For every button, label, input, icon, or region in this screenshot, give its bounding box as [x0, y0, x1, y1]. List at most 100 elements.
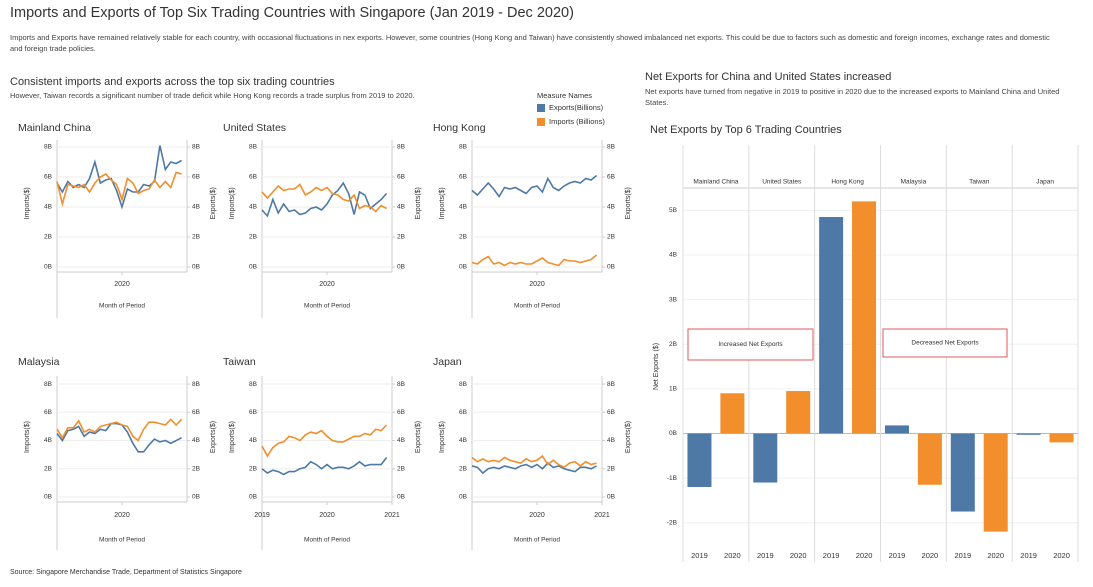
section-title: Consistent imports and exports across th… [10, 76, 335, 88]
bar [1049, 433, 1074, 443]
page-title: Imports and Exports of Top Six Trading C… [10, 5, 574, 21]
y2-tick-label: 2B [192, 234, 200, 241]
y-tick-label: 0B [249, 264, 257, 271]
y-axis-title: Imports($) [229, 421, 236, 453]
y-tick-label: 4B [44, 204, 52, 211]
y-axis-title: Imports($) [439, 421, 446, 453]
x-axis-title: Month of Period [304, 303, 350, 310]
column-header: Taiwan [969, 179, 990, 186]
legend-label: Imports (Billions) [549, 117, 605, 126]
y-tick-label: 2B [669, 341, 677, 348]
x-tick-label: 2021 [384, 512, 400, 519]
x-tick-label: 2020 [114, 512, 130, 519]
annotation-text: Decreased Net Exports [911, 340, 979, 347]
bar [983, 433, 1008, 532]
y2-tick-label: 8B [607, 144, 615, 151]
y-axis-title: Imports($) [229, 187, 236, 219]
annotation-box [882, 328, 1008, 358]
x-tick-label: 2019 [254, 512, 270, 519]
y-tick-label: 0B [459, 264, 467, 271]
x-tick-label: 2020 [922, 551, 939, 560]
y2-axis-title: Exports($) [415, 187, 422, 219]
y-tick-label: 6B [44, 174, 52, 181]
x-axis-title: Month of Period [304, 537, 350, 544]
x-tick-label: 2020 [529, 281, 545, 288]
y2-tick-label: 6B [192, 409, 200, 416]
x-tick-label: 2020 [529, 512, 545, 519]
y2-tick-label: 2B [397, 234, 405, 241]
annotation-box [687, 328, 814, 361]
y-tick-label: 1B [669, 386, 677, 393]
column-header: Mainland China [693, 179, 739, 186]
x-tick-label: 2020 [319, 281, 335, 288]
x-tick-label: 2019 [823, 551, 840, 560]
bar [950, 433, 975, 512]
y2-axis-title: Exports($) [210, 421, 217, 453]
y-tick-label: 5B [669, 207, 677, 214]
y-axis-title: Net Exports ($) [653, 343, 660, 390]
line-series [261, 181, 388, 218]
y2-tick-label: 6B [607, 409, 615, 416]
y-tick-label: -1B [667, 475, 677, 482]
y-tick-label: 0B [669, 430, 677, 437]
x-axis-title: Month of Period [514, 303, 560, 310]
y2-tick-label: 4B [607, 204, 615, 211]
x-tick-label: 2021 [594, 512, 610, 519]
y2-tick-label: 4B [397, 437, 405, 444]
y-tick-label: 4B [44, 437, 52, 444]
y2-tick-label: 4B [397, 204, 405, 211]
y2-tick-label: 6B [607, 174, 615, 181]
line-series [56, 418, 183, 442]
y2-tick-label: 2B [397, 465, 405, 472]
y-tick-label: 8B [459, 144, 467, 151]
y-tick-label: 8B [44, 144, 52, 151]
x-tick-label: 2019 [757, 551, 774, 560]
y2-tick-label: 2B [607, 465, 615, 472]
y2-tick-label: 0B [607, 264, 615, 271]
y-tick-label: 6B [459, 409, 467, 416]
y-tick-label: -2B [667, 519, 677, 526]
line-series [471, 454, 597, 469]
y2-tick-label: 4B [192, 437, 200, 444]
y2-tick-label: 0B [607, 494, 615, 501]
section-subtitle: However, Taiwan records a significant nu… [10, 91, 415, 100]
y-tick-label: 2B [44, 465, 52, 472]
y2-tick-label: 8B [397, 144, 405, 151]
y-tick-label: 3B [669, 296, 677, 303]
y2-tick-label: 2B [192, 465, 200, 472]
y-tick-label: 8B [249, 381, 257, 388]
chart-title: Net Exports by Top 6 Trading Countries [650, 124, 842, 136]
section-title: Net Exports for China and United States … [645, 71, 891, 83]
panel-title: Hong Kong [433, 122, 486, 134]
y2-tick-label: 0B [397, 264, 405, 271]
x-tick-label: 2020 [114, 281, 130, 288]
y-tick-label: 0B [44, 494, 52, 501]
bar [1016, 433, 1041, 435]
bar [753, 433, 778, 483]
legend-label: Exports(Billions) [549, 103, 604, 112]
column-header: Malaysia [901, 179, 927, 186]
y2-tick-label: 4B [192, 204, 200, 211]
x-tick-label: 2020 [319, 512, 335, 519]
bar [819, 217, 844, 434]
y2-tick-label: 8B [397, 381, 405, 388]
bar [786, 391, 811, 434]
y-tick-label: 8B [249, 144, 257, 151]
y2-tick-label: 6B [192, 174, 200, 181]
y-tick-label: 2B [249, 465, 257, 472]
y2-tick-label: 4B [607, 437, 615, 444]
panel-title: Malaysia [18, 356, 60, 368]
x-tick-label: 2020 [790, 551, 807, 560]
y-tick-label: 0B [249, 494, 257, 501]
y-tick-label: 6B [459, 174, 467, 181]
legend-swatch [537, 104, 545, 112]
description: Imports and Exports have remained relati… [10, 33, 1050, 53]
line-series [471, 254, 598, 267]
panel-title: Japan [433, 356, 462, 368]
column-header: United States [762, 179, 802, 186]
y-tick-label: 2B [459, 465, 467, 472]
y2-tick-label: 0B [192, 264, 200, 271]
source-note: Source: Singapore Merchandise Trade, Dep… [10, 569, 242, 576]
